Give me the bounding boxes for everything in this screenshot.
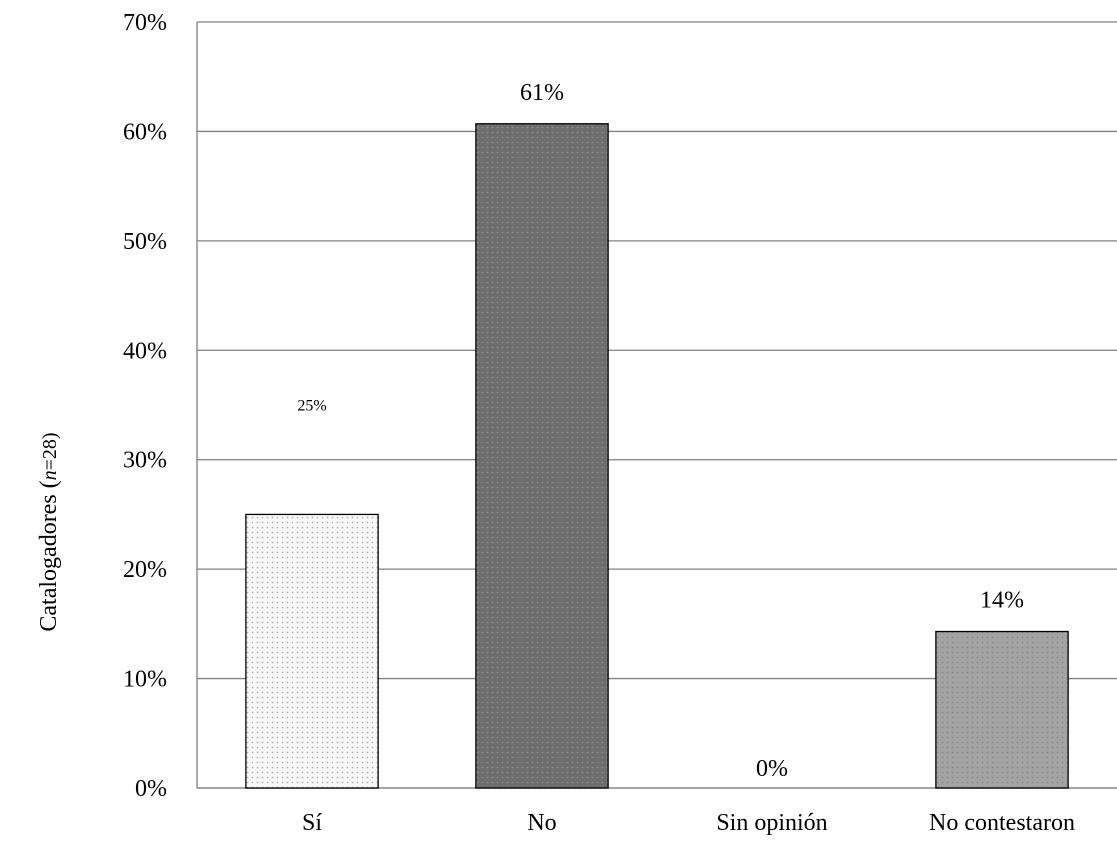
y-tick-label: 30% xyxy=(123,448,167,474)
data-labels: 25% 61% 0% 14% xyxy=(297,80,1024,782)
bar xyxy=(245,513,379,789)
y-tick-label: 40% xyxy=(123,338,167,364)
y-tick-label: 60% xyxy=(123,119,167,145)
y-tick-label: 10% xyxy=(123,667,167,693)
data-label: 61% xyxy=(520,80,564,106)
x-category-label: Sí xyxy=(302,810,322,836)
bar xyxy=(475,123,609,789)
x-category-label: No xyxy=(527,810,556,836)
y-axis-title: Catalogadores (n=28) xyxy=(36,432,62,631)
x-category-label: No contestaron xyxy=(929,810,1075,836)
y-tick-label: 50% xyxy=(123,229,167,255)
bar xyxy=(935,630,1069,789)
data-label: 0% xyxy=(756,756,788,782)
y-axis-ticks: 0% 10% 20% 30% 40% 50% 60% 70% xyxy=(123,10,167,802)
data-label: 25% xyxy=(297,397,326,414)
y-tick-label: 0% xyxy=(135,776,167,802)
data-label: 14% xyxy=(980,588,1024,614)
x-category-label: Sin opinión xyxy=(716,810,827,836)
x-axis-labels: Sí No Sin opinión No contestaron xyxy=(302,810,1075,836)
y-tick-label: 70% xyxy=(123,10,167,36)
y-tick-label: 20% xyxy=(123,557,167,583)
bars xyxy=(245,123,1069,789)
